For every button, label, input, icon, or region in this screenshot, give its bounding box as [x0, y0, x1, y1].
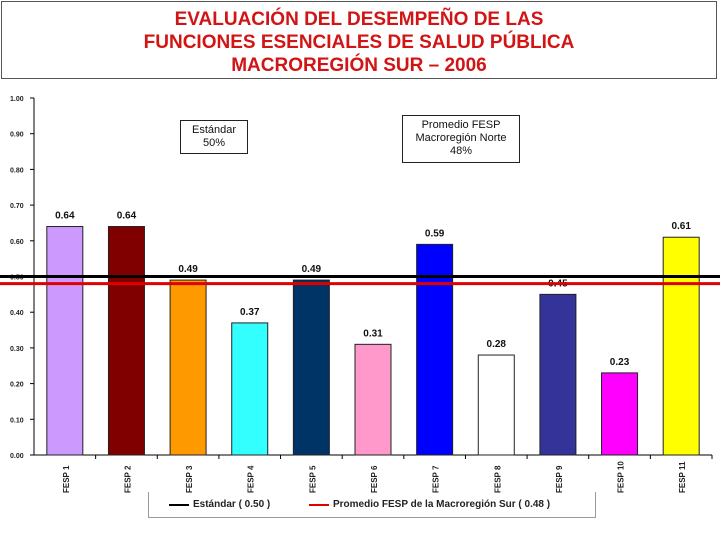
x-tick-label: FESP 3 — [185, 465, 194, 493]
average-callout-line2: Macroregión Norte — [415, 132, 507, 144]
x-tick-label: FESP 9 — [555, 465, 564, 493]
bar — [292, 279, 330, 456]
y-tick-label: 0.10 — [10, 417, 24, 424]
standard-callout-line1: Estándar — [191, 124, 237, 136]
x-tick-label: FESP 11 — [678, 461, 687, 493]
data-label: 0.64 — [55, 211, 75, 222]
x-tick-label: FESP 6 — [370, 465, 379, 493]
legend-label-average: Promedio FESP de la Macroregión Sur ( 0.… — [333, 499, 551, 510]
chart-legend: Estándar ( 0.50 ) Promedio FESP de la Ma… — [148, 492, 596, 518]
data-label: 0.59 — [425, 228, 445, 239]
average-callout-line1: Promedio FESP — [421, 119, 501, 131]
x-tick-label: FESP 2 — [123, 465, 132, 493]
standard-callout-line2: 50% — [202, 137, 226, 149]
data-label: 0.64 — [117, 211, 137, 222]
bar — [539, 293, 577, 456]
y-tick-label: 0.40 — [10, 310, 24, 317]
bar — [601, 372, 639, 456]
data-label: 0.49 — [178, 264, 198, 275]
x-tick-label: FESP 4 — [247, 465, 256, 493]
title-line-3: MACROREGIÓN SUR – 2006 — [231, 55, 487, 76]
x-tick-label: FESP 7 — [432, 465, 441, 493]
data-label: 0.49 — [302, 264, 322, 275]
bar — [169, 279, 207, 456]
y-tick-label: 0.70 — [10, 203, 24, 210]
data-label: 0.31 — [363, 328, 383, 339]
bar — [416, 243, 454, 456]
legend-item-average: Promedio FESP de la Macroregión Sur ( 0.… — [309, 499, 550, 510]
average-callout: Promedio FESP Macroregión Norte 48% — [402, 115, 520, 163]
title-line-2: FUNCIONES ESENCIALES DE SALUD PÚBLICA — [143, 32, 575, 53]
x-tick-label: FESP 1 — [62, 465, 71, 493]
y-tick-label: 0.20 — [10, 382, 24, 389]
bar — [231, 322, 269, 456]
y-tick-label: 0.90 — [10, 132, 24, 139]
bar — [354, 343, 392, 456]
average-callout-line3: 48% — [449, 145, 473, 157]
y-tick-label: 0.60 — [10, 239, 24, 246]
data-label: 0.37 — [240, 307, 260, 318]
standard-callout: Estándar 50% — [180, 120, 248, 154]
legend-label-standard: Estándar ( 0.50 ) — [193, 499, 271, 510]
data-label: 0.28 — [487, 339, 507, 350]
title-line-1: EVALUACIÓN DEL DESEMPEÑO DE LAS — [174, 9, 544, 30]
y-tick-label: 1.00 — [10, 96, 24, 103]
y-tick-label: 0.80 — [10, 167, 24, 174]
x-tick-label: FESP 8 — [493, 465, 502, 493]
y-tick-label: 0.00 — [10, 453, 24, 460]
x-tick-label: FESP 5 — [308, 465, 317, 493]
legend-swatch-average — [309, 503, 329, 506]
bar — [662, 236, 700, 456]
legend-item-standard: Estándar ( 0.50 ) — [169, 499, 270, 510]
y-tick-label: 0.30 — [10, 346, 24, 353]
bar — [477, 354, 515, 456]
data-label: 0.61 — [671, 221, 691, 232]
bar — [46, 226, 84, 456]
legend-swatch-standard — [169, 503, 189, 506]
chart-title: EVALUACIÓN DEL DESEMPEÑO DE LAS FUNCIONE… — [1, 1, 717, 79]
data-label: 0.23 — [610, 357, 630, 368]
x-tick-label: FESP 10 — [617, 461, 626, 493]
bar — [107, 226, 145, 456]
